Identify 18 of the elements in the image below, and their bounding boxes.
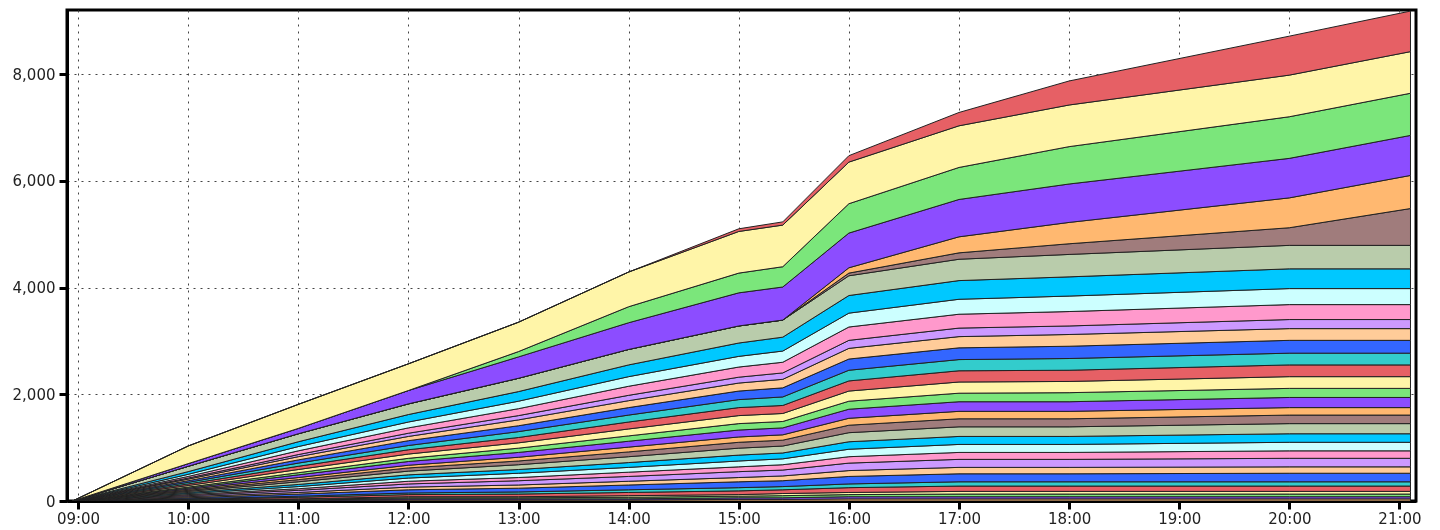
- x-tick-label: 17:00: [937, 509, 982, 528]
- y-tick-label: 6,000: [12, 172, 56, 191]
- x-tick-label: 11:00: [277, 509, 321, 528]
- x-tick-label: 13:00: [497, 509, 541, 528]
- x-tick-label: 10:00: [167, 509, 211, 528]
- x-tick-label: 15:00: [717, 509, 761, 528]
- x-tick-label: 12:00: [387, 509, 431, 528]
- x-tick-label: 19:00: [1158, 509, 1202, 528]
- y-tick-label: 0: [45, 492, 56, 511]
- x-tick-label: 09:00: [56, 509, 101, 528]
- x-tick-label: 21:00: [1378, 509, 1422, 528]
- y-tick-label: 2,000: [12, 385, 56, 404]
- x-tick-label: 14:00: [607, 509, 651, 528]
- x-tick-label: 16:00: [827, 509, 871, 528]
- y-tick-label: 4,000: [12, 279, 56, 298]
- x-tick-label: 18:00: [1048, 509, 1092, 528]
- y-tick-label: 8,000: [12, 65, 56, 84]
- x-tick-label: 20:00: [1268, 509, 1312, 528]
